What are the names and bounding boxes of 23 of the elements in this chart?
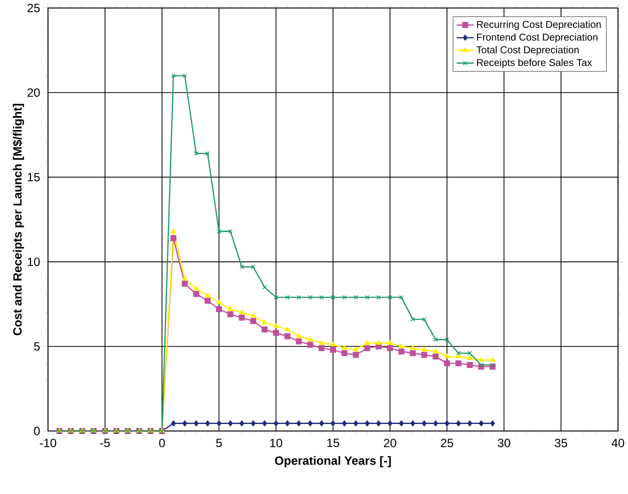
x-tick-label: 20 bbox=[384, 438, 396, 448]
x-tick-label: 15 bbox=[327, 438, 340, 448]
x-tick-label: -10 bbox=[40, 438, 56, 448]
legend-label: Total Cost Depreciation bbox=[476, 46, 579, 56]
x-tick-label: 30 bbox=[498, 438, 510, 448]
x-tick-label: 0 bbox=[159, 438, 165, 448]
legend-label: Recurring Cost Depreciation bbox=[477, 20, 601, 30]
x-tick-label: 25 bbox=[440, 438, 454, 448]
x-tick-label: 10 bbox=[270, 438, 282, 448]
legend-label: Frontend Cost Depreciation bbox=[477, 33, 598, 43]
x-tick-label: -5 bbox=[100, 438, 110, 448]
y-axis-title: Cost and Receipts per Launch [M$/flight] bbox=[12, 104, 24, 336]
x-tick-label: 40 bbox=[612, 438, 624, 448]
legend-label: Receipts before Sales Tax bbox=[477, 58, 592, 68]
x-axis-title: Operational Years [-] bbox=[275, 456, 391, 468]
x-tick-label: 5 bbox=[216, 438, 222, 448]
x-tick-label: 35 bbox=[554, 438, 568, 448]
y-tick-label: 10 bbox=[28, 258, 40, 266]
y-tick-label: 15 bbox=[28, 173, 40, 182]
y-tick-label: 0 bbox=[34, 426, 40, 436]
y-tick-label: 20 bbox=[28, 88, 40, 97]
y-tick-label: 25 bbox=[28, 4, 40, 12]
y-tick-label: 5 bbox=[34, 342, 40, 351]
